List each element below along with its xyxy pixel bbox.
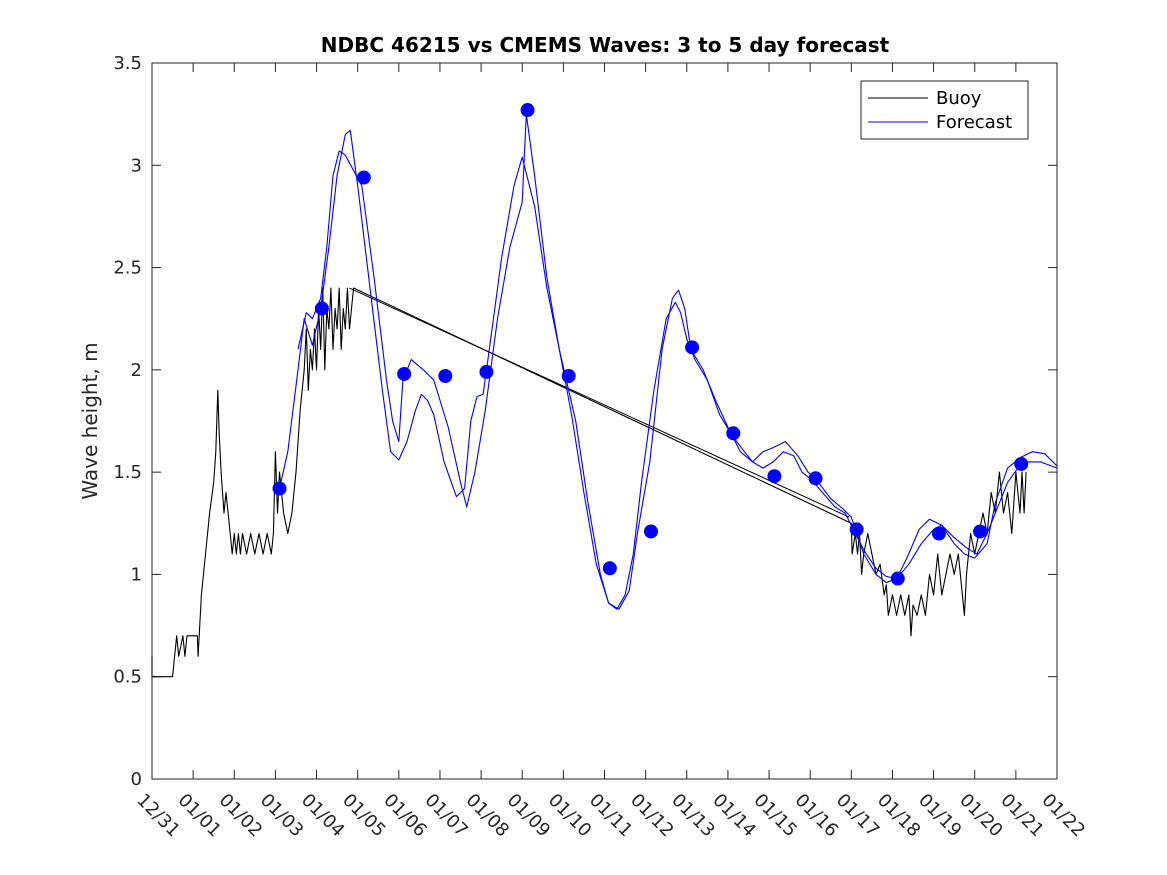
xtick-label: 01/12 xyxy=(626,790,678,842)
xtick-label: 01/21 xyxy=(996,790,1048,842)
ytick-label: 2.5 xyxy=(113,258,142,279)
legend-buoy-label: Buoy xyxy=(936,88,982,109)
xtick-label: 01/20 xyxy=(955,790,1007,842)
forecast-marker xyxy=(561,368,576,383)
forecast-marker xyxy=(726,426,741,441)
xtick-label: 01/17 xyxy=(832,790,884,842)
xtick-label: 01/16 xyxy=(791,790,843,842)
ytick-label: 1 xyxy=(131,564,142,585)
xtick-label: 01/01 xyxy=(174,790,226,842)
buoy-gap-line xyxy=(349,287,850,518)
xtick-label: 01/13 xyxy=(667,790,719,842)
y-axis-label: Wave height, m xyxy=(78,342,102,499)
forecast-marker xyxy=(973,524,988,539)
xtick-label: 01/15 xyxy=(750,790,802,842)
forecast-marker xyxy=(767,469,782,484)
ytick-label: 0.5 xyxy=(113,667,142,688)
forecast-marker xyxy=(1014,456,1029,471)
forecast-run-2-line xyxy=(297,113,1058,610)
xtick-label: 01/11 xyxy=(585,790,637,842)
forecast-marker xyxy=(520,103,535,118)
forecast-marker xyxy=(849,522,864,537)
plot-area xyxy=(151,62,1058,780)
forecast-marker xyxy=(890,571,905,586)
forecast-run-1-line xyxy=(278,129,1058,610)
chart-title: NDBC 46215 vs CMEMS Waves: 3 to 5 day fo… xyxy=(321,33,890,57)
forecast-marker xyxy=(272,481,287,496)
xtick-label: 01/02 xyxy=(215,790,267,842)
xtick-label: 01/07 xyxy=(420,790,472,842)
xtick-label: 01/08 xyxy=(462,790,514,842)
xtick-label: 01/19 xyxy=(914,790,966,842)
forecast-marker xyxy=(397,366,412,381)
xtick-label: 01/09 xyxy=(503,790,555,842)
forecast-marker xyxy=(643,524,658,539)
ytick-label: 1.5 xyxy=(113,462,142,483)
legend-forecast-label: Forecast xyxy=(936,112,1012,133)
ytick-label: 2 xyxy=(131,360,142,381)
xtick-label: 01/03 xyxy=(256,790,308,842)
ytick-label: 0 xyxy=(131,769,142,790)
series-layer xyxy=(151,113,1058,678)
buoy-line xyxy=(151,287,1027,678)
xtick-label: 01/10 xyxy=(544,790,596,842)
xtick-label: 01/05 xyxy=(338,790,390,842)
ytick-label: 3.5 xyxy=(113,53,142,74)
forecast-marker xyxy=(602,561,617,576)
legend: Buoy Forecast xyxy=(860,80,1029,140)
forecast-markers xyxy=(272,103,1029,586)
xtick-label: 01/18 xyxy=(873,790,925,842)
xtick-label: 01/22 xyxy=(1037,790,1089,842)
xtick-label: 01/04 xyxy=(297,790,349,842)
forecast-marker xyxy=(808,471,823,486)
x-tick-labels: 12/3101/0101/0201/0301/0401/0501/0601/07… xyxy=(132,790,1089,842)
forecast-marker xyxy=(685,340,700,355)
y-tick-labels: 0 0.5 1 1.5 2 2.5 3 3.5 xyxy=(113,53,142,790)
forecast-marker xyxy=(356,170,371,185)
forecast-marker xyxy=(314,301,329,316)
xtick-label: 01/06 xyxy=(379,790,431,842)
forecast-marker xyxy=(479,364,494,379)
forecast-marker xyxy=(438,368,453,383)
legend-box xyxy=(860,80,1029,140)
ytick-label: 3 xyxy=(131,155,142,176)
xtick-label: 12/31 xyxy=(132,790,184,842)
forecast-marker xyxy=(931,526,946,541)
axis-ticks xyxy=(151,62,1058,780)
xtick-label: 01/14 xyxy=(708,790,760,842)
